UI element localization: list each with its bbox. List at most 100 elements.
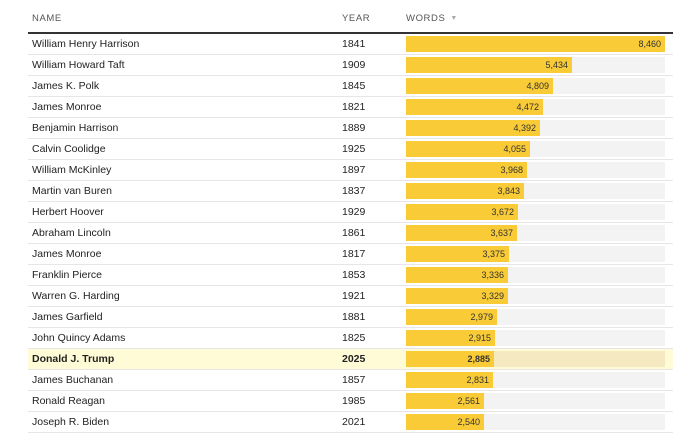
table-body: William Henry Harrison 1841 8,460 William H… xyxy=(28,34,673,433)
cell-year: 1929 xyxy=(342,206,366,218)
cell-year: 1909 xyxy=(342,59,366,71)
words-bar-label: 5,434 xyxy=(545,60,568,70)
words-bar-track: 2,915 xyxy=(406,330,665,346)
table-row: Calvin Coolidge 1925 4,055 xyxy=(28,139,673,160)
words-bar xyxy=(406,120,540,136)
words-bar-track: 8,460 xyxy=(406,36,665,52)
words-bar-track: 3,375 xyxy=(406,246,665,262)
words-bar-label: 4,055 xyxy=(503,144,526,154)
cell-name: Abraham Lincoln xyxy=(32,227,111,239)
words-bar-label: 3,637 xyxy=(490,228,513,238)
cell-name: Calvin Coolidge xyxy=(32,143,106,155)
words-bar xyxy=(406,78,553,94)
cell-year: 1881 xyxy=(342,311,366,323)
words-bar xyxy=(406,288,508,304)
cell-name: Warren G. Harding xyxy=(32,290,120,302)
words-bar xyxy=(406,393,484,409)
table-row: Joseph R. Biden 2021 2,540 xyxy=(28,412,673,433)
words-bar-label: 2,561 xyxy=(457,396,480,406)
table-row: Herbert Hoover 1929 3,672 xyxy=(28,202,673,223)
cell-year: 1925 xyxy=(342,143,366,155)
cell-name: James Buchanan xyxy=(32,374,114,386)
cell-year: 1921 xyxy=(342,290,366,302)
words-bar-track: 3,336 xyxy=(406,267,665,283)
words-bar-track: 2,561 xyxy=(406,393,665,409)
table-row: Abraham Lincoln 1861 3,637 xyxy=(28,223,673,244)
cell-year: 1845 xyxy=(342,80,366,92)
cell-name: James Monroe xyxy=(32,101,102,113)
table-row: Martin van Buren 1837 3,843 xyxy=(28,181,673,202)
table-row: Benjamin Harrison 1889 4,392 xyxy=(28,118,673,139)
cell-name: William Henry Harrison xyxy=(32,38,140,50)
table-row: Donald J. Trump 2025 2,885 xyxy=(28,349,673,370)
cell-year: 1841 xyxy=(342,38,366,50)
cell-year: 1821 xyxy=(342,101,366,113)
table-row: Warren G. Harding 1921 3,329 xyxy=(28,286,673,307)
cell-year: 1825 xyxy=(342,332,366,344)
table-row: James Garfield 1881 2,979 xyxy=(28,307,673,328)
cell-name: Franklin Pierce xyxy=(32,269,103,281)
words-bar xyxy=(406,141,530,157)
words-bar-label: 4,472 xyxy=(516,102,539,112)
words-bar-label: 3,375 xyxy=(482,249,505,259)
words-bar-track: 2,885 xyxy=(406,351,665,367)
words-bar-track: 4,809 xyxy=(406,78,665,94)
words-bar-track: 3,968 xyxy=(406,162,665,178)
table-row: James Monroe 1821 4,472 xyxy=(28,97,673,118)
table-row: John Quincy Adams 1825 2,915 xyxy=(28,328,673,349)
words-bar xyxy=(406,372,493,388)
table-header: NAME YEAR WORDS ▼ xyxy=(28,0,673,34)
cell-year: 2025 xyxy=(342,353,366,365)
words-bar-label: 3,672 xyxy=(491,207,514,217)
words-bar-track: 4,055 xyxy=(406,141,665,157)
cell-year: 1853 xyxy=(342,269,366,281)
cell-name: William McKinley xyxy=(32,164,112,176)
words-bar-track: 4,392 xyxy=(406,120,665,136)
words-bar xyxy=(406,162,527,178)
cell-year: 1985 xyxy=(342,395,366,407)
column-header-words-label: WORDS xyxy=(406,13,446,24)
words-bar-label: 2,885 xyxy=(467,354,490,364)
column-header-name[interactable]: NAME xyxy=(32,13,62,24)
words-bar-track: 3,637 xyxy=(406,225,665,241)
words-bar xyxy=(406,309,497,325)
words-bar xyxy=(406,57,572,73)
words-bar-track: 2,540 xyxy=(406,414,665,430)
words-bar-track: 3,329 xyxy=(406,288,665,304)
cell-name: James K. Polk xyxy=(32,80,100,92)
words-bar-label: 4,809 xyxy=(526,81,549,91)
cell-name: Donald J. Trump xyxy=(32,353,115,365)
table-row: Franklin Pierce 1853 3,336 xyxy=(28,265,673,286)
table-row: James Monroe 1817 3,375 xyxy=(28,244,673,265)
words-bar xyxy=(406,246,509,262)
words-table: NAME YEAR WORDS ▼ William Henry Harrison 1… xyxy=(28,0,673,433)
words-bar xyxy=(406,36,665,52)
words-bar-label: 3,329 xyxy=(481,291,504,301)
cell-name: Herbert Hoover xyxy=(32,206,104,218)
words-bar xyxy=(406,351,494,367)
words-bar xyxy=(406,225,517,241)
words-bar xyxy=(406,183,524,199)
cell-name: Benjamin Harrison xyxy=(32,122,119,134)
table-row: William Howard Taft 1909 5,434 xyxy=(28,55,673,76)
column-header-year[interactable]: YEAR xyxy=(342,13,371,24)
words-bar-track: 5,434 xyxy=(406,57,665,73)
sort-descending-icon[interactable]: ▼ xyxy=(450,15,458,22)
cell-year: 1857 xyxy=(342,374,366,386)
words-bar-track: 3,672 xyxy=(406,204,665,220)
cell-year: 1817 xyxy=(342,248,366,260)
cell-name: James Garfield xyxy=(32,311,103,323)
words-bar-label: 2,979 xyxy=(470,312,493,322)
cell-year: 2021 xyxy=(342,416,366,428)
words-bar-label: 8,460 xyxy=(638,39,661,49)
words-bar xyxy=(406,99,543,115)
cell-name: Joseph R. Biden xyxy=(32,416,110,428)
words-bar xyxy=(406,267,508,283)
table-row: William Henry Harrison 1841 8,460 xyxy=(28,34,673,55)
words-bar-track: 4,472 xyxy=(406,99,665,115)
column-header-words[interactable]: WORDS ▼ xyxy=(406,13,458,24)
table-row: James K. Polk 1845 4,809 xyxy=(28,76,673,97)
words-bar-label: 3,843 xyxy=(497,186,520,196)
words-bar xyxy=(406,330,495,346)
cell-name: John Quincy Adams xyxy=(32,332,126,344)
